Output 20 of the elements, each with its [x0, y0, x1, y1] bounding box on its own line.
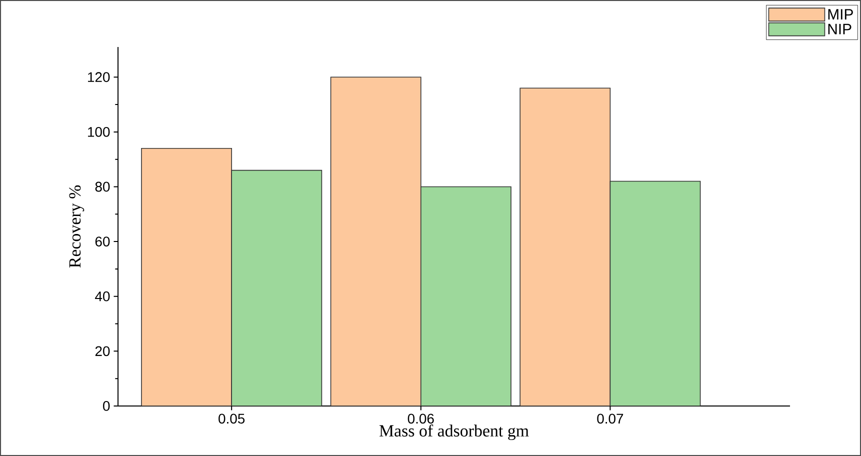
y-tick-label: 60	[95, 236, 110, 246]
bar	[330, 76, 422, 406]
bar	[231, 170, 322, 406]
x-tick-label: 0.06	[408, 414, 434, 424]
legend-label: MIP	[828, 9, 853, 20]
y-axis-title: Recovery %	[69, 185, 84, 268]
y-tick-label: 0	[103, 401, 110, 411]
y-tick-label: 100	[88, 126, 110, 137]
y-tick-label: 120	[88, 72, 110, 82]
x-tick-label: 0.05	[218, 414, 245, 424]
bar	[420, 186, 512, 406]
y-tick-label: 40	[95, 291, 110, 302]
y-tick-label: 20	[95, 346, 110, 356]
bar	[141, 148, 232, 406]
bar	[520, 88, 611, 406]
bar	[610, 180, 701, 406]
y-tick-label: 80	[95, 182, 110, 192]
legend-label: NIP	[828, 24, 852, 34]
x-axis-title: Mass of adsorbent gm	[379, 424, 529, 440]
x-tick-label: 0.07	[597, 414, 624, 424]
